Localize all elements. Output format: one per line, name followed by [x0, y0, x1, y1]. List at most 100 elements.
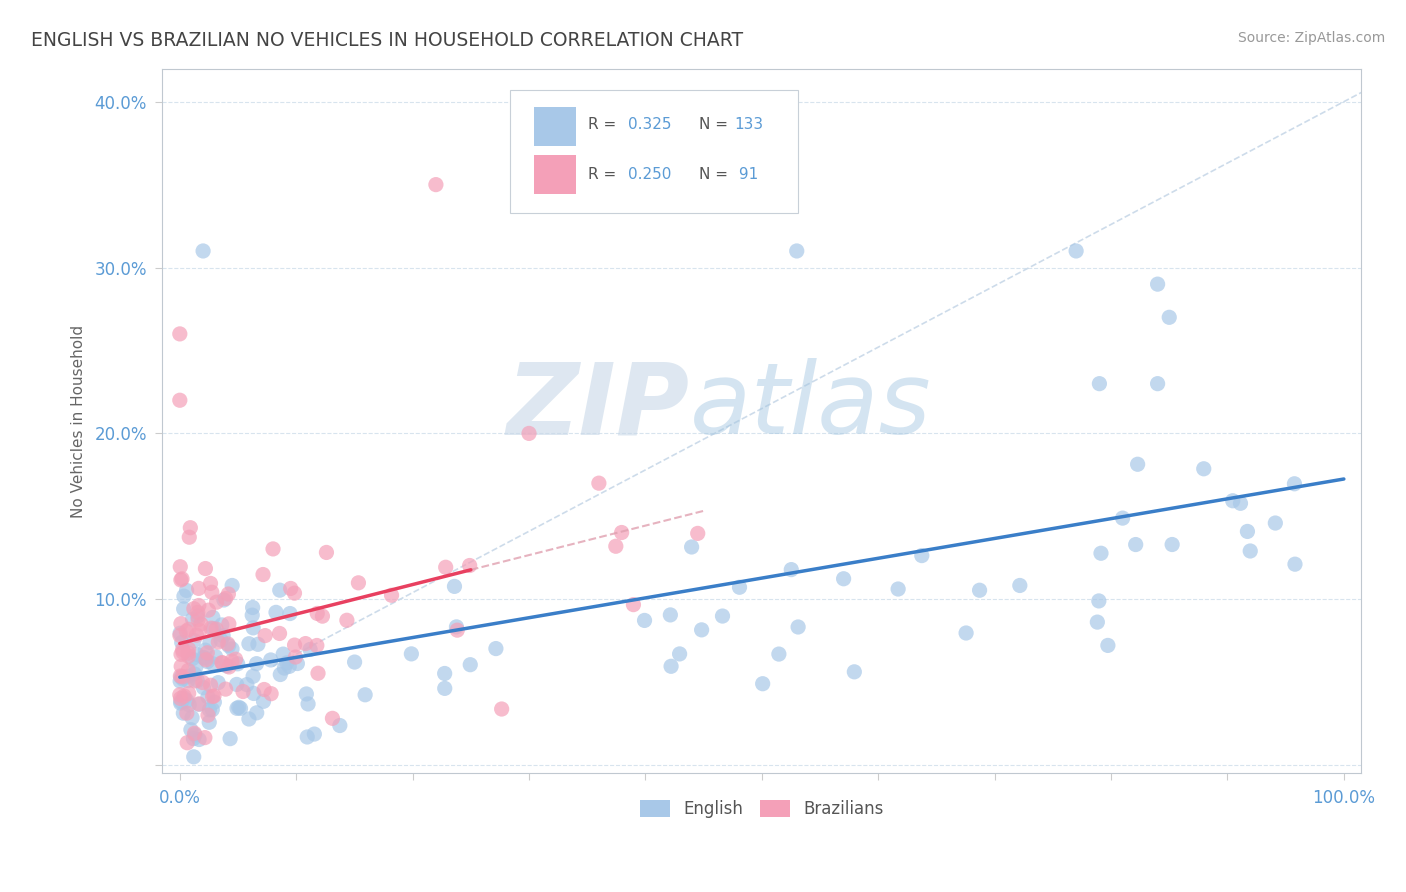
Point [176, 624, 198, 639]
Point [217, 637, 239, 651]
Point [190, 617, 212, 632]
Point [221, 642, 243, 657]
Point [280, 582, 302, 596]
Point [173, 691, 195, 706]
Point [176, 706, 198, 720]
Point [969, 583, 991, 598]
Point [176, 583, 198, 598]
Point [212, 629, 235, 643]
Point [297, 697, 319, 711]
Point [177, 649, 200, 664]
Point [169, 559, 191, 574]
Point [307, 607, 329, 621]
Point [204, 649, 226, 664]
Point [177, 642, 200, 657]
Legend: English, Brazilians: English, Brazilians [633, 794, 890, 825]
Point [751, 676, 773, 690]
Point [236, 678, 259, 692]
Point [240, 608, 263, 623]
Point [180, 723, 202, 737]
Text: N =: N = [699, 167, 734, 182]
Point [295, 687, 318, 701]
Point [172, 706, 194, 721]
Point [198, 635, 221, 649]
Point [183, 601, 205, 615]
Point [260, 653, 283, 667]
Point [169, 628, 191, 642]
Point [787, 620, 810, 634]
Point [329, 718, 352, 732]
Point [221, 578, 243, 592]
Point [201, 657, 224, 671]
Point [1088, 376, 1111, 391]
Point [283, 586, 305, 600]
Point [1146, 277, 1168, 292]
Point [217, 587, 239, 601]
Point [202, 689, 225, 703]
Text: R =: R = [588, 167, 621, 182]
Point [354, 688, 377, 702]
Point [184, 673, 207, 688]
Point [194, 731, 217, 745]
Point [169, 674, 191, 689]
Point [221, 654, 243, 668]
Point [1192, 462, 1215, 476]
Point [401, 647, 423, 661]
Point [252, 694, 274, 708]
Point [269, 583, 291, 598]
Text: R =: R = [588, 118, 621, 132]
Point [228, 700, 250, 714]
Bar [534, 155, 576, 194]
Point [177, 673, 200, 688]
Point [336, 613, 359, 627]
Point [202, 695, 225, 709]
Point [1090, 546, 1112, 560]
Point [225, 677, 247, 691]
Point [191, 244, 214, 258]
Point [278, 607, 301, 621]
Point [1222, 493, 1244, 508]
Point [297, 730, 319, 744]
Text: 133: 133 [734, 118, 763, 132]
Point [252, 567, 274, 582]
Point [172, 645, 194, 659]
Point [169, 326, 191, 341]
Point [287, 657, 309, 671]
Point [245, 657, 267, 671]
Point [242, 621, 264, 635]
Point [195, 646, 218, 660]
Point [425, 178, 447, 192]
Point [242, 600, 264, 615]
Point [226, 657, 249, 671]
Point [177, 622, 200, 636]
Point [183, 731, 205, 746]
Point [170, 659, 193, 673]
Point [184, 728, 207, 742]
Point [659, 659, 682, 673]
Point [681, 540, 703, 554]
Point [242, 686, 264, 700]
Point [1284, 557, 1306, 571]
Text: 0.325: 0.325 [627, 118, 671, 132]
Point [198, 715, 221, 730]
Point [181, 711, 204, 725]
Point [207, 635, 229, 649]
Point [211, 656, 233, 670]
Text: ZIP: ZIP [508, 359, 690, 456]
Point [491, 702, 513, 716]
Point [181, 612, 204, 626]
Point [173, 589, 195, 603]
Point [169, 688, 191, 702]
Point [786, 244, 808, 258]
Point [172, 642, 194, 657]
Point [446, 623, 468, 637]
Point [186, 628, 208, 642]
Point [246, 637, 269, 651]
Point [170, 616, 193, 631]
Point [188, 624, 211, 638]
Point [172, 672, 194, 686]
Text: Source: ZipAtlas.com: Source: ZipAtlas.com [1237, 31, 1385, 45]
Point [242, 669, 264, 683]
Point [194, 561, 217, 575]
Point [181, 652, 204, 666]
